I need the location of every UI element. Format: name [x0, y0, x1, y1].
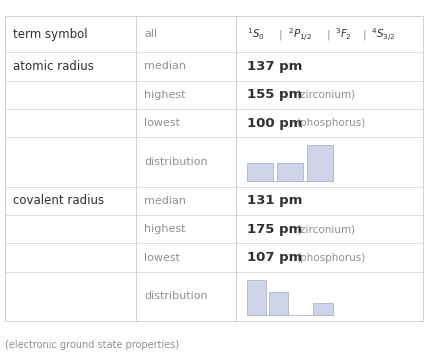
- Text: 175 pm: 175 pm: [247, 223, 302, 236]
- Text: (phosphorus): (phosphorus): [296, 253, 366, 262]
- Text: |: |: [279, 29, 282, 40]
- Text: median: median: [144, 61, 186, 72]
- Text: $^4S_{3/2}$: $^4S_{3/2}$: [371, 26, 395, 43]
- Text: 100 pm: 100 pm: [247, 117, 303, 130]
- Text: highest: highest: [144, 90, 186, 100]
- Text: (zirconium): (zirconium): [296, 224, 355, 234]
- Text: (zirconium): (zirconium): [296, 90, 355, 100]
- Bar: [247, 163, 273, 181]
- Text: term symbol: term symbol: [13, 28, 87, 41]
- Text: all: all: [144, 29, 158, 39]
- Text: atomic radius: atomic radius: [13, 60, 94, 73]
- Text: highest: highest: [144, 224, 186, 234]
- Text: $^1S_0$: $^1S_0$: [247, 26, 265, 42]
- Text: 107 pm: 107 pm: [247, 251, 302, 264]
- Bar: [306, 145, 333, 181]
- Text: distribution: distribution: [144, 291, 208, 302]
- Text: (electronic ground state properties): (electronic ground state properties): [5, 340, 179, 350]
- Text: (phosphorus): (phosphorus): [296, 118, 366, 128]
- Text: 137 pm: 137 pm: [247, 60, 302, 73]
- Text: lowest: lowest: [144, 253, 180, 262]
- Text: |: |: [326, 29, 330, 40]
- Bar: [269, 291, 288, 315]
- Text: $^2P_{1/2}$: $^2P_{1/2}$: [288, 26, 312, 43]
- Bar: [313, 303, 333, 315]
- Text: 155 pm: 155 pm: [247, 88, 302, 101]
- Text: 131 pm: 131 pm: [247, 195, 302, 207]
- Bar: [247, 280, 266, 315]
- Text: covalent radius: covalent radius: [13, 195, 104, 207]
- Bar: [277, 163, 303, 181]
- Text: $^3F_2$: $^3F_2$: [335, 26, 351, 42]
- Text: distribution: distribution: [144, 157, 208, 167]
- Text: median: median: [144, 196, 186, 206]
- Text: lowest: lowest: [144, 118, 180, 128]
- Text: |: |: [363, 29, 366, 40]
